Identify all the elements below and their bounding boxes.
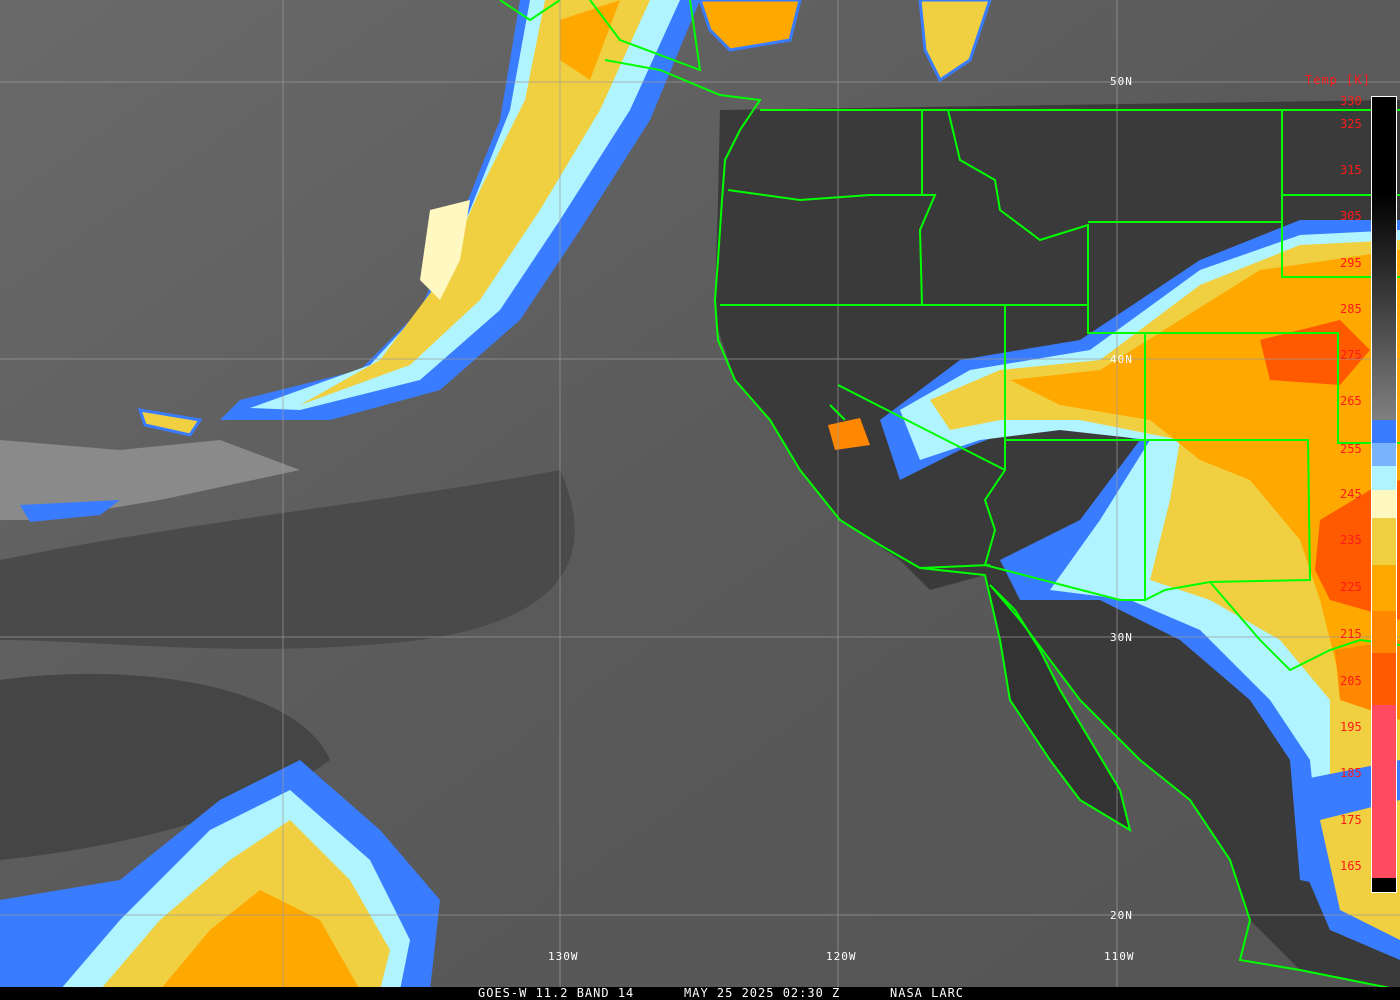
image-caption-bar: GOES-W 11.2 BAND 14 MAY 25 2025 02:30 Z … [0, 987, 1400, 1000]
colorbar-segment [1372, 564, 1396, 612]
caption-source: NASA LARC [890, 986, 965, 1000]
colorbar-segment [1372, 97, 1396, 420]
baja-peninsula [985, 575, 1130, 830]
temperature-colorbar [1371, 96, 1397, 893]
lat-label-40n: 40N [1110, 353, 1133, 366]
lon-label-130w: 130W [548, 950, 579, 963]
cloud-band-pacific [0, 0, 700, 522]
colorbar-segment [1372, 419, 1396, 444]
colorbar-segment [1372, 466, 1396, 490]
colorbar-tick-label: 330 [1340, 94, 1362, 108]
colorbar-tick-label: 295 [1340, 256, 1362, 270]
colorbar-tick-label: 235 [1340, 533, 1362, 547]
colorbar-tick-label: 275 [1340, 348, 1362, 362]
lat-label-50n: 50N [1110, 75, 1133, 88]
colorbar-tick-label: 305 [1340, 209, 1362, 223]
colorbar-tick-label: 255 [1340, 442, 1362, 456]
political-boundaries [499, 0, 1400, 991]
lon-label-120w: 120W [826, 950, 857, 963]
colorbar-tick-label: 245 [1340, 487, 1362, 501]
lat-label-20n: 20N [1110, 909, 1133, 922]
coastline-west [604, 59, 1400, 991]
colorbar-tick-label: 195 [1340, 720, 1362, 734]
caption-satellite: GOES-W 11.2 BAND 14 [478, 986, 635, 1000]
colorbar-segment [1372, 611, 1396, 654]
colorbar-segment [1372, 877, 1396, 892]
colorbar-segment [1372, 489, 1396, 518]
colorbar-segment [1372, 443, 1396, 467]
lat-label-30n: 30N [1110, 631, 1133, 644]
colorbar-tick-label: 165 [1340, 859, 1362, 873]
state-borders [720, 109, 1400, 672]
cloud-cluster-interior [828, 220, 1400, 900]
colorbar-tick-label: 175 [1340, 813, 1362, 827]
colorbar-segment [1372, 517, 1396, 565]
colorbar-tick-label: 325 [1340, 117, 1362, 131]
lon-label-110w: 110W [1104, 950, 1135, 963]
colorbar-tick-label: 285 [1340, 302, 1362, 316]
colorbar-segment [1372, 704, 1396, 878]
colorbar-tick-label: 185 [1340, 766, 1362, 780]
colorbar-tick-label: 265 [1340, 394, 1362, 408]
colorbar-tick-label: 315 [1340, 163, 1362, 177]
caption-datetime: MAY 25 2025 02:30 Z [684, 986, 841, 1000]
colorbar-segment [1372, 653, 1396, 705]
cloud-top-north [698, 0, 992, 83]
colorbar-tick-label: 205 [1340, 674, 1362, 688]
colorbar-tick-label: 225 [1340, 580, 1362, 594]
colorbar-title: Temp [K] [1305, 73, 1371, 87]
colorbar-tick-label: 215 [1340, 627, 1362, 641]
